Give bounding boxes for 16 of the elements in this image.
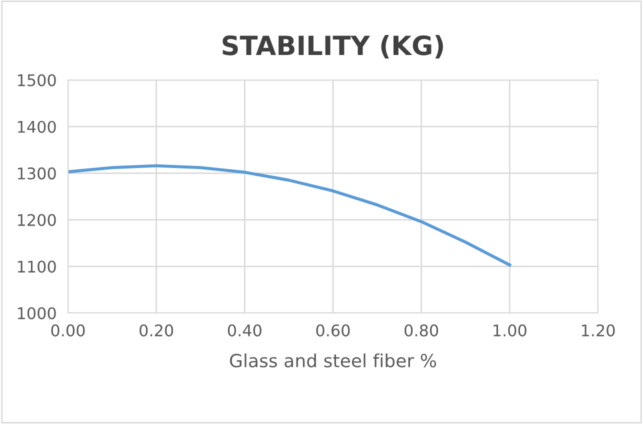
y-tick-label: 1200	[18, 214, 56, 226]
y-tick-label: 1400	[18, 120, 56, 133]
x-tick-label: 1.20	[582, 324, 615, 336]
x-tick-label: 1.00	[494, 324, 526, 336]
chart-title: STABILITY (KG)	[222, 34, 443, 58]
x-tick-label: 0.80	[404, 324, 438, 336]
x-tick-label: 0.60	[316, 324, 350, 336]
y-tick-label: 1300	[18, 167, 56, 180]
x-axis-title: Glass and steel fiber %	[230, 353, 436, 368]
x-tick-label: 0.40	[228, 324, 262, 336]
y-tick-label: 1500	[18, 74, 56, 86]
y-tick-label: 1000	[18, 307, 56, 320]
x-tick-label: 0.20	[140, 324, 174, 336]
y-tick-label: 1100	[18, 260, 56, 273]
x-tick-label: 0.00	[51, 324, 85, 336]
line-series	[68, 164, 512, 267]
